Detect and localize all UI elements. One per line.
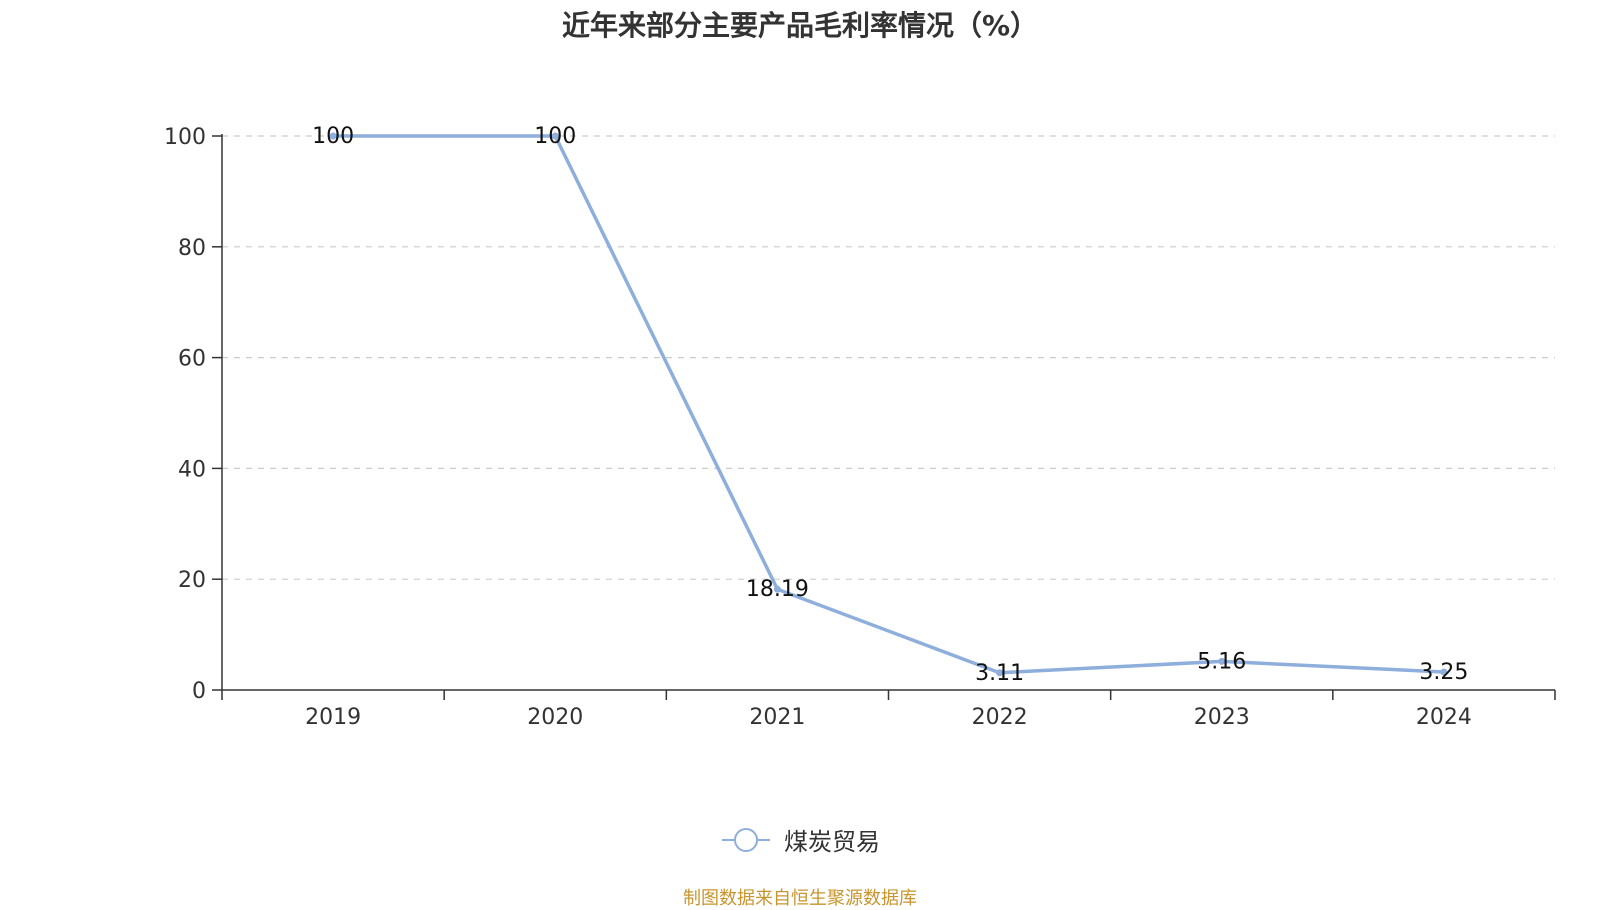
source-note: 制图数据来自恒生聚源数据库 xyxy=(683,888,917,909)
x-tick-label-2022: 2022 xyxy=(972,705,1028,730)
data-labels: 100 100 18.19 3.11 5.16 3.25 xyxy=(312,124,1468,686)
x-tick-label-2020: 2020 xyxy=(527,705,583,730)
series-layer xyxy=(329,132,1448,677)
data-point-2020[interactable] xyxy=(551,132,559,140)
data-label-2023: 5.16 xyxy=(1197,649,1246,674)
legend-line-circle-icon xyxy=(722,827,770,852)
y-tick-label-0: 0 xyxy=(192,679,206,704)
y-tick-label-100: 100 xyxy=(164,125,206,150)
x-tick-label-2023: 2023 xyxy=(1194,705,1250,730)
data-point-2022[interactable] xyxy=(996,669,1004,677)
y-tick-label-60: 60 xyxy=(178,347,206,372)
y-tick-label-80: 80 xyxy=(178,236,206,261)
x-tick-label-2021: 2021 xyxy=(749,705,805,730)
y-tick-label-20: 20 xyxy=(178,568,206,593)
data-point-2024[interactable] xyxy=(1440,668,1448,676)
data-label-2019: 100 xyxy=(312,124,354,149)
data-point-2019[interactable] xyxy=(329,132,337,140)
legend-label-coal-trade: 煤炭贸易 xyxy=(784,828,880,856)
data-label-2024: 3.25 xyxy=(1419,660,1468,685)
legend[interactable]: 煤炭贸易 xyxy=(0,822,1600,857)
gridlines xyxy=(222,135,1555,580)
data-label-2022: 3.11 xyxy=(975,661,1024,686)
y-tick-label-40: 40 xyxy=(178,457,206,482)
x-tick-label-2019: 2019 xyxy=(305,705,361,730)
data-point-2021[interactable] xyxy=(773,585,781,593)
axes: 0 20 40 60 80 100 2019 2020 2021 2022 2023 2024 xyxy=(164,125,1556,730)
x-tick-label-2024: 2024 xyxy=(1416,705,1472,730)
data-point-2023[interactable] xyxy=(1218,657,1226,665)
chart-title: 近年来部分主要产品毛利率情况（%） xyxy=(561,9,1039,42)
data-label-2020: 100 xyxy=(534,124,576,149)
data-label-2021: 18.19 xyxy=(746,577,809,602)
series-line-0 xyxy=(333,134,1444,675)
